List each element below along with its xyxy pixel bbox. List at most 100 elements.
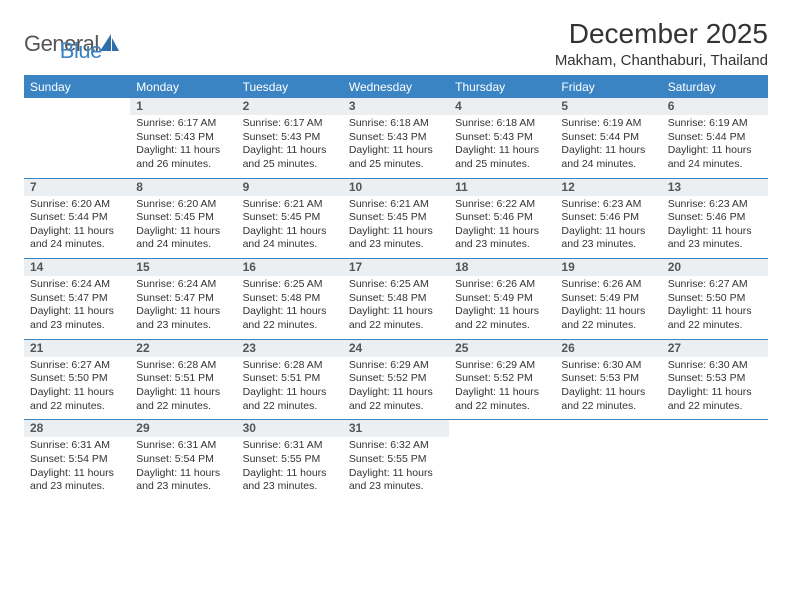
day-number: 10 bbox=[343, 179, 449, 196]
sunset-text: Sunset: 5:54 PM bbox=[30, 453, 126, 467]
sunrise-text: Sunrise: 6:21 AM bbox=[349, 198, 445, 212]
dl1-text: Daylight: 11 hours bbox=[136, 305, 232, 319]
page-title: December 2025 bbox=[555, 18, 768, 50]
dl1-text: Daylight: 11 hours bbox=[561, 305, 657, 319]
dl1-text: Daylight: 11 hours bbox=[136, 225, 232, 239]
sunset-text: Sunset: 5:47 PM bbox=[30, 292, 126, 306]
sunset-text: Sunset: 5:43 PM bbox=[455, 131, 551, 145]
sunrise-text: Sunrise: 6:22 AM bbox=[455, 198, 551, 212]
calendar-day-cell: 24Sunrise: 6:29 AMSunset: 5:52 PMDayligh… bbox=[343, 340, 449, 420]
sunset-text: Sunset: 5:55 PM bbox=[349, 453, 445, 467]
dl1-text: Daylight: 11 hours bbox=[30, 225, 126, 239]
day-number: 22 bbox=[130, 340, 236, 357]
weekday-header: Monday bbox=[130, 77, 236, 98]
day-number: 9 bbox=[237, 179, 343, 196]
sunrise-text: Sunrise: 6:26 AM bbox=[561, 278, 657, 292]
sunset-text: Sunset: 5:44 PM bbox=[30, 211, 126, 225]
dl1-text: Daylight: 11 hours bbox=[349, 467, 445, 481]
day-number: 8 bbox=[130, 179, 236, 196]
weekday-header: Tuesday bbox=[237, 77, 343, 98]
dl1-text: Daylight: 11 hours bbox=[30, 305, 126, 319]
day-number: 28 bbox=[24, 420, 130, 437]
sunrise-text: Sunrise: 6:19 AM bbox=[561, 117, 657, 131]
dl2-text: and 25 minutes. bbox=[455, 158, 551, 172]
day-number: 15 bbox=[130, 259, 236, 276]
sunrise-text: Sunrise: 6:18 AM bbox=[455, 117, 551, 131]
calendar-day-cell: 14Sunrise: 6:24 AMSunset: 5:47 PMDayligh… bbox=[24, 259, 130, 339]
dl2-text: and 24 minutes. bbox=[243, 238, 339, 252]
dl2-text: and 23 minutes. bbox=[349, 238, 445, 252]
sunset-text: Sunset: 5:47 PM bbox=[136, 292, 232, 306]
weekday-header: Sunday bbox=[24, 77, 130, 98]
sunset-text: Sunset: 5:46 PM bbox=[455, 211, 551, 225]
sunset-text: Sunset: 5:43 PM bbox=[136, 131, 232, 145]
dl1-text: Daylight: 11 hours bbox=[30, 467, 126, 481]
day-number: 19 bbox=[555, 259, 661, 276]
sunrise-text: Sunrise: 6:28 AM bbox=[136, 359, 232, 373]
dl2-text: and 25 minutes. bbox=[349, 158, 445, 172]
sunset-text: Sunset: 5:49 PM bbox=[455, 292, 551, 306]
sunset-text: Sunset: 5:46 PM bbox=[668, 211, 764, 225]
calendar-day-cell: 7Sunrise: 6:20 AMSunset: 5:44 PMDaylight… bbox=[24, 179, 130, 259]
sunset-text: Sunset: 5:45 PM bbox=[349, 211, 445, 225]
day-number: 3 bbox=[343, 98, 449, 115]
calendar-day-cell: 16Sunrise: 6:25 AMSunset: 5:48 PMDayligh… bbox=[237, 259, 343, 339]
dl2-text: and 22 minutes. bbox=[136, 400, 232, 414]
dl1-text: Daylight: 11 hours bbox=[136, 467, 232, 481]
day-number: 18 bbox=[449, 259, 555, 276]
dl2-text: and 24 minutes. bbox=[668, 158, 764, 172]
day-number: 13 bbox=[662, 179, 768, 196]
sunset-text: Sunset: 5:51 PM bbox=[136, 372, 232, 386]
calendar-day-cell: 25Sunrise: 6:29 AMSunset: 5:52 PMDayligh… bbox=[449, 340, 555, 420]
dl2-text: and 22 minutes. bbox=[349, 319, 445, 333]
calendar-day-cell: 4Sunrise: 6:18 AMSunset: 5:43 PMDaylight… bbox=[449, 98, 555, 178]
calendar-day-cell: 12Sunrise: 6:23 AMSunset: 5:46 PMDayligh… bbox=[555, 179, 661, 259]
calendar-day-cell: 30Sunrise: 6:31 AMSunset: 5:55 PMDayligh… bbox=[237, 420, 343, 500]
dl1-text: Daylight: 11 hours bbox=[668, 305, 764, 319]
day-number: 14 bbox=[24, 259, 130, 276]
dl2-text: and 25 minutes. bbox=[243, 158, 339, 172]
day-number: 5 bbox=[555, 98, 661, 115]
day-number: 16 bbox=[237, 259, 343, 276]
sunrise-text: Sunrise: 6:20 AM bbox=[30, 198, 126, 212]
calendar-week-row: 14Sunrise: 6:24 AMSunset: 5:47 PMDayligh… bbox=[24, 259, 768, 340]
day-number: 11 bbox=[449, 179, 555, 196]
calendar-day-cell: 22Sunrise: 6:28 AMSunset: 5:51 PMDayligh… bbox=[130, 340, 236, 420]
day-number: 31 bbox=[343, 420, 449, 437]
dl1-text: Daylight: 11 hours bbox=[668, 225, 764, 239]
dl1-text: Daylight: 11 hours bbox=[668, 144, 764, 158]
sunset-text: Sunset: 5:51 PM bbox=[243, 372, 339, 386]
dl2-text: and 22 minutes. bbox=[668, 400, 764, 414]
sunset-text: Sunset: 5:45 PM bbox=[243, 211, 339, 225]
sunset-text: Sunset: 5:43 PM bbox=[243, 131, 339, 145]
sunset-text: Sunset: 5:54 PM bbox=[136, 453, 232, 467]
sunrise-text: Sunrise: 6:27 AM bbox=[668, 278, 764, 292]
calendar-day-cell: 6Sunrise: 6:19 AMSunset: 5:44 PMDaylight… bbox=[662, 98, 768, 178]
dl1-text: Daylight: 11 hours bbox=[561, 144, 657, 158]
sunrise-text: Sunrise: 6:26 AM bbox=[455, 278, 551, 292]
sail-icon bbox=[100, 34, 120, 57]
location-subtitle: Makham, Chanthaburi, Thailand bbox=[555, 52, 768, 69]
calendar-header-row: SundayMondayTuesdayWednesdayThursdayFrid… bbox=[24, 77, 768, 98]
dl2-text: and 22 minutes. bbox=[561, 319, 657, 333]
dl1-text: Daylight: 11 hours bbox=[243, 467, 339, 481]
dl2-text: and 22 minutes. bbox=[349, 400, 445, 414]
dl2-text: and 22 minutes. bbox=[561, 400, 657, 414]
calendar-day-cell: 27Sunrise: 6:30 AMSunset: 5:53 PMDayligh… bbox=[662, 340, 768, 420]
day-number: 1 bbox=[130, 98, 236, 115]
calendar-day-cell: 19Sunrise: 6:26 AMSunset: 5:49 PMDayligh… bbox=[555, 259, 661, 339]
day-number: 17 bbox=[343, 259, 449, 276]
dl2-text: and 22 minutes. bbox=[455, 400, 551, 414]
calendar-day-cell: 1Sunrise: 6:17 AMSunset: 5:43 PMDaylight… bbox=[130, 98, 236, 178]
dl1-text: Daylight: 11 hours bbox=[349, 305, 445, 319]
day-number: 23 bbox=[237, 340, 343, 357]
header: General Blue December 2025 Makham, Chant… bbox=[24, 18, 768, 69]
calendar-empty-cell bbox=[662, 420, 768, 500]
calendar-day-cell: 3Sunrise: 6:18 AMSunset: 5:43 PMDaylight… bbox=[343, 98, 449, 178]
dl2-text: and 26 minutes. bbox=[136, 158, 232, 172]
calendar-body: 1Sunrise: 6:17 AMSunset: 5:43 PMDaylight… bbox=[24, 98, 768, 500]
calendar-page: General Blue December 2025 Makham, Chant… bbox=[0, 0, 792, 510]
brand-blue: Blue bbox=[60, 38, 102, 64]
sunset-text: Sunset: 5:50 PM bbox=[30, 372, 126, 386]
dl2-text: and 23 minutes. bbox=[455, 238, 551, 252]
